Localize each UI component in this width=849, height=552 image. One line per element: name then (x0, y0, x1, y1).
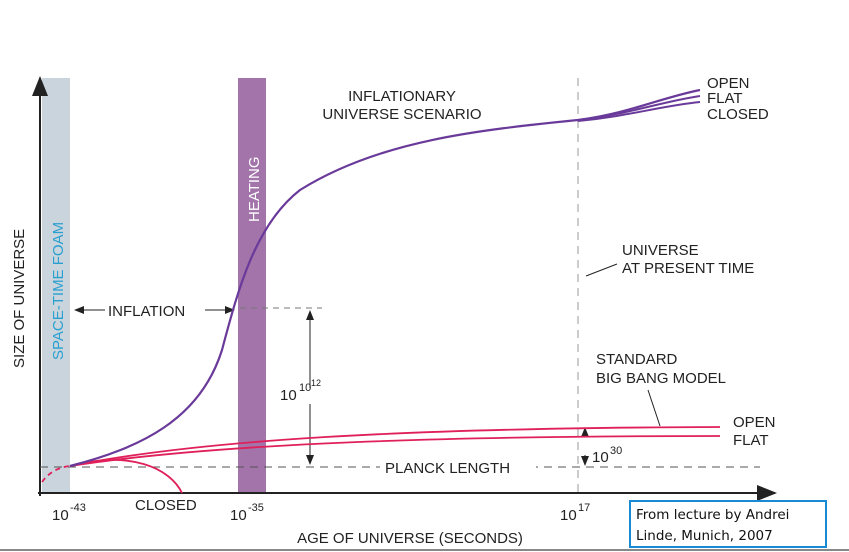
label: 30 (610, 445, 622, 457)
label: PLANCK LENGTH (385, 460, 510, 477)
leader (585, 263, 618, 277)
label: 10 (592, 449, 609, 466)
label-bg (380, 457, 536, 477)
label: 10 (280, 387, 297, 404)
label: CLOSED (135, 497, 197, 514)
x-label: 10 (52, 507, 69, 524)
label: FLAT (707, 90, 743, 107)
x-label: 10 (560, 507, 577, 524)
label: INFLATION (108, 303, 185, 320)
label: STANDARD (596, 351, 678, 368)
label: FLAT (733, 432, 769, 449)
flat-curve (69, 435, 721, 467)
citation: From lecture by Andrei (636, 507, 789, 523)
label: SPACE-TIME FOAM (50, 222, 67, 360)
foam-band (42, 78, 70, 493)
heating-band (238, 78, 266, 493)
label: HEATING (246, 156, 263, 222)
inflation-curve (577, 95, 701, 121)
open-curve (69, 426, 721, 467)
label: 10 (299, 382, 311, 394)
label: OPEN (733, 414, 776, 431)
x-label: -35 (248, 502, 264, 514)
closed-curve (69, 459, 183, 494)
axis-title: AGE OF UNIVERSE (SECONDS) (297, 530, 523, 547)
label: INFLATIONARY (348, 88, 456, 105)
early-curve (41, 465, 71, 483)
x-label: 17 (578, 502, 590, 514)
label: AT PRESENT TIME (622, 260, 754, 277)
x-label: 10 (230, 507, 247, 524)
label: BIG BANG MODEL (596, 370, 726, 387)
inflation-curve (577, 101, 701, 122)
citation-box (629, 500, 827, 548)
leader (647, 389, 661, 427)
label: CLOSED (707, 106, 769, 123)
label: 12 (311, 378, 321, 388)
axis-title: SIZE OF UNIVERSE (11, 229, 28, 368)
citation: Linde, Munich, 2007 (636, 528, 773, 544)
label: UNIVERSE (622, 242, 699, 259)
label: OPEN (707, 75, 750, 92)
inflation-curve (69, 88, 701, 468)
label: UNIVERSE SCENARIO (322, 106, 481, 123)
x-label: -43 (70, 502, 86, 514)
